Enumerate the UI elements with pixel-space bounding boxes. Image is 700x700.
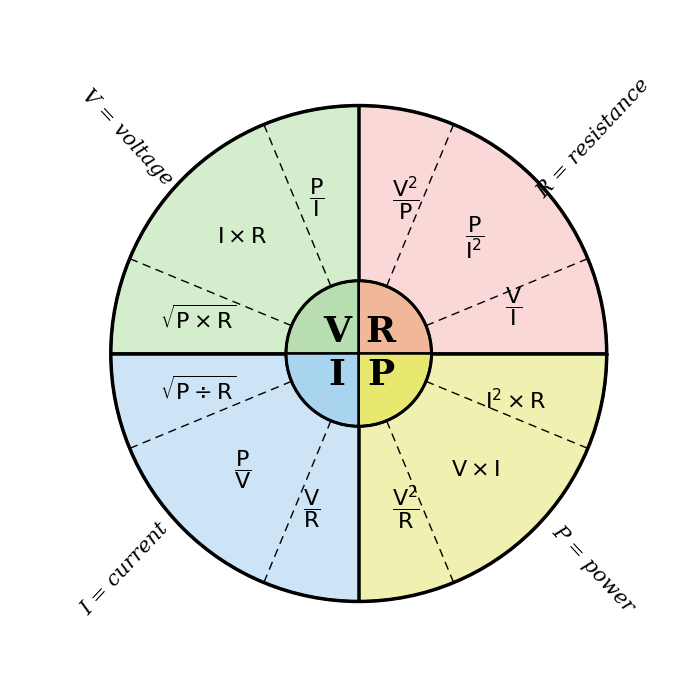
Text: $\dfrac{\mathrm{V}^2}{\mathrm{P}}$: $\dfrac{\mathrm{V}^2}{\mathrm{P}}$ [392, 175, 420, 223]
Text: R = resistance: R = resistance [533, 75, 653, 201]
Text: $\dfrac{\mathrm{V}}{\mathrm{R}}$: $\dfrac{\mathrm{V}}{\mathrm{R}}$ [302, 486, 320, 530]
Wedge shape [111, 106, 358, 354]
Wedge shape [286, 354, 358, 426]
Text: $\dfrac{\mathrm{V}^2}{\mathrm{R}}$: $\dfrac{\mathrm{V}^2}{\mathrm{R}}$ [392, 484, 420, 532]
Text: P = power: P = power [548, 522, 638, 616]
Text: I = current: I = current [77, 519, 172, 619]
Text: $\mathrm{I}^2 \times \mathrm{R}$: $\mathrm{I}^2 \times \mathrm{R}$ [485, 389, 547, 414]
Text: I: I [328, 358, 345, 392]
Text: $\dfrac{\mathrm{V}}{\mathrm{I}}$: $\dfrac{\mathrm{V}}{\mathrm{I}}$ [505, 285, 522, 328]
Text: $\dfrac{\mathrm{P}}{\mathrm{I}^2}$: $\dfrac{\mathrm{P}}{\mathrm{I}^2}$ [466, 214, 484, 260]
Text: $\dfrac{\mathrm{P}}{\mathrm{V}}$: $\dfrac{\mathrm{P}}{\mathrm{V}}$ [234, 448, 251, 491]
Text: $\sqrt{\mathrm{P} \div \mathrm{R}}$: $\sqrt{\mathrm{P} \div \mathrm{R}}$ [160, 377, 237, 405]
Wedge shape [286, 281, 358, 354]
Text: $\mathrm{I} \times \mathrm{R}$: $\mathrm{I} \times \mathrm{R}$ [217, 226, 268, 248]
Wedge shape [358, 354, 607, 601]
Text: V = voltage: V = voltage [78, 86, 176, 190]
Text: V: V [323, 315, 351, 349]
Text: R: R [365, 315, 396, 349]
Text: P: P [367, 358, 394, 392]
Wedge shape [358, 281, 431, 354]
Text: $\dfrac{\mathrm{P}}{\mathrm{I}}$: $\dfrac{\mathrm{P}}{\mathrm{I}}$ [309, 176, 325, 219]
Wedge shape [111, 354, 358, 601]
Text: $\mathrm{V} \times \mathrm{I}$: $\mathrm{V} \times \mathrm{I}$ [451, 458, 499, 481]
Wedge shape [358, 106, 607, 354]
Wedge shape [358, 354, 431, 426]
Text: $\sqrt{\mathrm{P} \times \mathrm{R}}$: $\sqrt{\mathrm{P} \times \mathrm{R}}$ [160, 305, 236, 333]
